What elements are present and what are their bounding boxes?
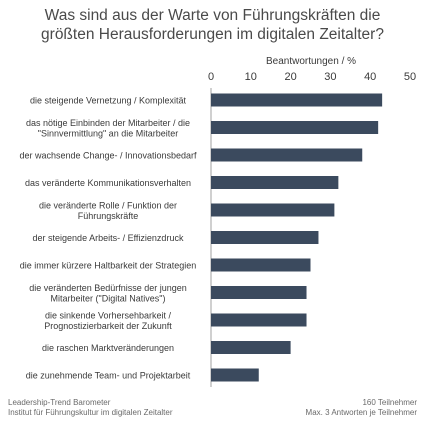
footer-source-line-2: Institut für Führungskultur im digitalen… — [8, 408, 173, 417]
footer-source-line-1: Leadership-Trend Barometer — [8, 398, 111, 407]
bar — [211, 121, 379, 134]
x-tick-label: 0 — [208, 71, 214, 83]
bar — [211, 286, 307, 299]
bar — [211, 313, 307, 327]
footer-source: Leadership-Trend Barometer Institut für … — [8, 398, 173, 418]
category-label: der steigende Arbeits- / Effizienzdruck — [33, 233, 184, 243]
category-label: die veränderten Bedürfnisse der jungen Mi… — [29, 283, 187, 304]
bar — [211, 231, 319, 244]
category-label: die sinkende Vorhersehbarkeit / Prognosti… — [44, 310, 172, 331]
chart-title: Was sind aus der Warte von Führungskräft… — [0, 6, 425, 44]
x-tick-label: 50 — [404, 71, 416, 83]
category-label: die raschen Marktveränderungen — [42, 343, 174, 353]
category-label: die zunehmende Team- und Projektarbeit — [26, 371, 191, 381]
bar — [211, 93, 383, 107]
x-axis-label: Beantwortungen / % — [266, 56, 356, 67]
x-tick-label: 30 — [324, 71, 336, 83]
bar — [211, 258, 311, 272]
category-label: die steigende Vernetzung / Komplexität — [30, 96, 187, 106]
footer-sample-info: 160 Teilnehmer Max. 3 Antworten je Teiln… — [306, 398, 417, 418]
chart-title-line-2: größten Herausforderungen im digitalen Z… — [41, 26, 384, 43]
x-tick-label: 10 — [245, 71, 257, 83]
footer-participants: 160 Teilnehmer — [362, 398, 417, 407]
category-label: der wachsende Change- / Innovationsbedar… — [19, 151, 197, 161]
bar — [211, 341, 291, 354]
x-tick-label: 20 — [284, 71, 296, 83]
bar — [211, 203, 335, 217]
footer-max-answers: Max. 3 Antworten je Teilnehmer — [305, 408, 417, 417]
category-label: das nötige Einbinden der Mitarbeiter / d… — [26, 118, 190, 139]
bar — [211, 148, 363, 162]
bar — [211, 368, 259, 382]
chart-title-line-1: Was sind aus der Warte von Führungskräft… — [44, 7, 381, 24]
category-label: die veränderte Rolle / Funktion der Führu… — [39, 200, 177, 221]
category-label: das veränderte Kommunikationsverhalten — [25, 178, 191, 188]
bar — [211, 176, 339, 189]
category-label: die immer kürzere Haltbarkeit der Strate… — [20, 261, 197, 271]
x-tick-label: 40 — [364, 71, 376, 83]
